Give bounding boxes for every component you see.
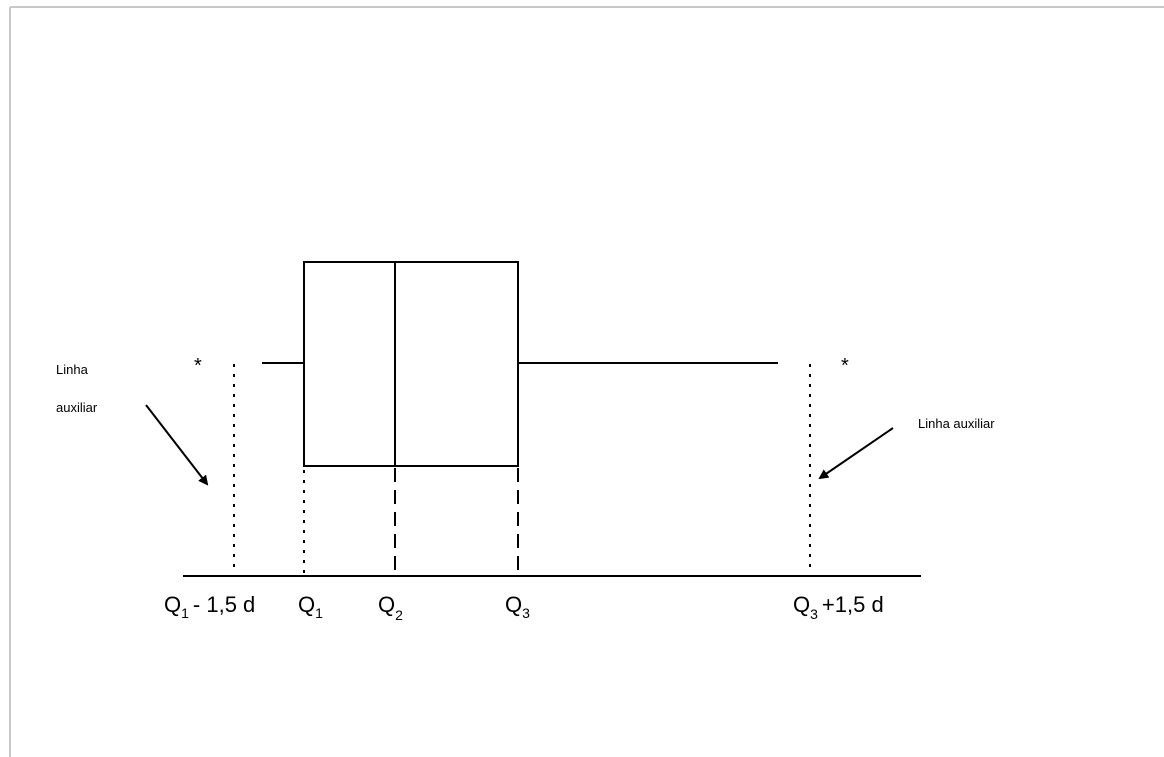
- label-q1-sub: 1: [315, 605, 323, 621]
- label-q1-minus-rest: - 1,5 d: [193, 592, 255, 617]
- label-q1-minus-sub: 1: [181, 605, 189, 621]
- interquartile-box: [303, 261, 519, 467]
- label-q3-sub: 3: [522, 605, 530, 621]
- label-q3-plus-base: Q: [793, 592, 810, 617]
- left-annotation-line1: Linha: [56, 362, 89, 377]
- right-annotation: Linha auxiliar: [918, 416, 995, 431]
- label-q1-minus-base: Q: [164, 592, 181, 617]
- label-q3-base: Q: [505, 592, 522, 617]
- label-q1: Q1: [298, 592, 323, 621]
- right-annotation-arrow: [818, 427, 894, 480]
- label-q2-base: Q: [378, 592, 395, 617]
- label-q1-base: Q: [298, 592, 315, 617]
- label-q3: Q3: [505, 592, 530, 621]
- label-q2-sub: 2: [395, 607, 403, 623]
- label-q3-plus-rest: +1,5 d: [822, 592, 884, 617]
- left-annotation-line2: auxiliar: [56, 400, 98, 415]
- label-q2: Q2: [378, 592, 403, 623]
- left-annotation-arrow: [145, 404, 209, 486]
- label-q3-plus-fence: Q3 +1,5 d: [793, 592, 884, 622]
- label-q1-minus-fence: Q1- 1,5 d: [164, 592, 255, 621]
- right-outlier-symbol: *: [841, 355, 849, 377]
- label-q3-plus-sub: 3: [810, 606, 818, 622]
- left-outlier-symbol: *: [194, 355, 202, 377]
